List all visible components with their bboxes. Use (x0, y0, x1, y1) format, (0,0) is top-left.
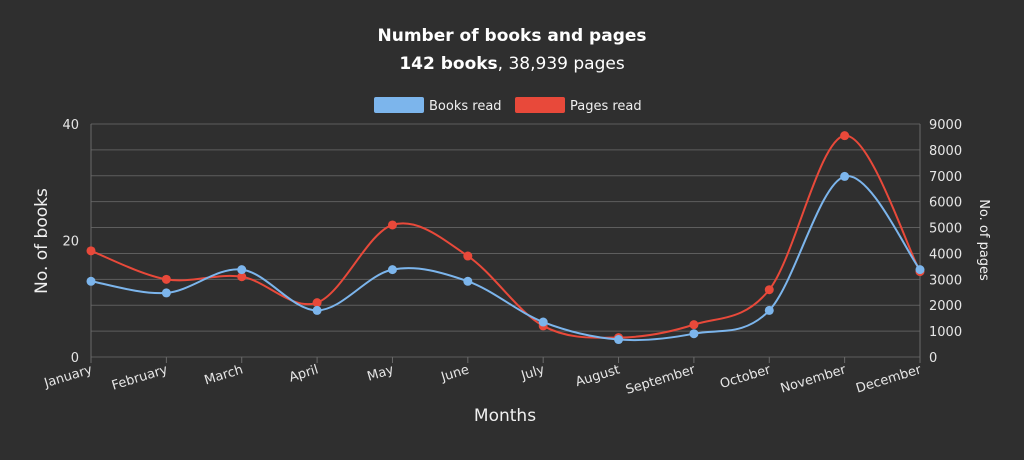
subtitle-books-count: 142 books (399, 54, 498, 74)
pages-read-point[interactable] (312, 298, 322, 308)
pages-read-line (90, 134, 921, 339)
legend-label-books-read: Books read (429, 99, 502, 114)
grid-lines (90, 123, 921, 363)
pages-read-point[interactable] (387, 220, 397, 230)
left-tick-label: 0 (71, 351, 79, 366)
pages-read-point[interactable] (237, 272, 247, 282)
books-read-point[interactable] (312, 305, 322, 315)
chart-header: Number of books and pages 142 books, 38,… (0, 24, 1024, 78)
legend-item-pages-read[interactable]: Pages read (515, 97, 642, 114)
x-axis-title: Months (474, 406, 536, 426)
left-tick-label: 20 (62, 235, 79, 250)
books-read-point[interactable] (387, 265, 397, 275)
x-tick-label: December (854, 362, 923, 396)
right-tick-label: 5000 (929, 222, 962, 237)
legend-item-books-read[interactable]: Books read (374, 97, 502, 114)
x-axis-ticks: January February March April May June July Augu… (42, 362, 924, 398)
right-tick-label: 8000 (929, 144, 962, 159)
chart-title: Number of books and pages (377, 26, 647, 46)
legend[interactable]: Books read Pages read (374, 97, 642, 114)
x-tick-label: September (624, 362, 698, 398)
books-read-line (90, 175, 921, 342)
x-tick-label: February (110, 362, 170, 393)
books-read-point[interactable] (689, 329, 699, 339)
x-tick-label: October (718, 362, 773, 392)
pages-read-point[interactable] (764, 285, 774, 295)
right-tick-label: 4000 (929, 247, 962, 262)
x-tick-label: July (519, 362, 547, 384)
chart-subtitle: 142 books, 38,939 pages (0, 50, 1024, 78)
books-read-point[interactable] (538, 317, 548, 327)
x-tick-label: March (203, 362, 245, 388)
x-tick-label: January (42, 362, 95, 391)
x-tick-label: June (439, 362, 471, 385)
books-read-point[interactable] (764, 305, 774, 315)
series-layer (86, 131, 925, 345)
legend-swatch-pages-read (515, 97, 565, 113)
right-tick-label: 1000 (929, 325, 962, 340)
pages-read-point[interactable] (86, 246, 96, 256)
books-read-point[interactable] (840, 171, 850, 181)
legend-label-pages-read: Pages read (570, 99, 642, 114)
right-axis-ticks: 0 1000 2000 3000 4000 5000 6000 7000 8000 9000 (929, 118, 962, 366)
books-read-point[interactable] (463, 276, 473, 286)
right-tick-label: 0 (929, 351, 937, 366)
right-tick-label: 9000 (929, 118, 962, 133)
pages-read-point[interactable] (161, 274, 171, 284)
subtitle-pages-count: , 38,939 pages (497, 54, 625, 74)
x-tick-label: May (366, 362, 396, 384)
books-read-point[interactable] (161, 288, 171, 298)
right-tick-label: 3000 (929, 273, 962, 288)
left-tick-label: 40 (62, 118, 79, 133)
books-read-point[interactable] (915, 265, 925, 275)
right-tick-label: 2000 (929, 299, 962, 314)
pages-read-point[interactable] (840, 131, 850, 141)
x-tick-label: April (287, 362, 320, 385)
right-tick-label: 7000 (929, 170, 962, 185)
books-read-point[interactable] (614, 335, 624, 345)
left-axis-ticks: 0 20 40 (62, 118, 79, 366)
left-axis-title: No. of books (32, 188, 52, 294)
legend-swatch-books-read (374, 97, 424, 113)
right-tick-label: 6000 (929, 196, 962, 211)
x-tick-label: November (779, 362, 849, 396)
x-tick-label: August (574, 362, 622, 390)
right-axis-title: No. of pages (976, 199, 991, 281)
books-read-point[interactable] (86, 276, 96, 286)
pages-read-point[interactable] (463, 251, 473, 261)
pages-read-point[interactable] (689, 320, 699, 330)
books-read-point[interactable] (237, 265, 247, 275)
